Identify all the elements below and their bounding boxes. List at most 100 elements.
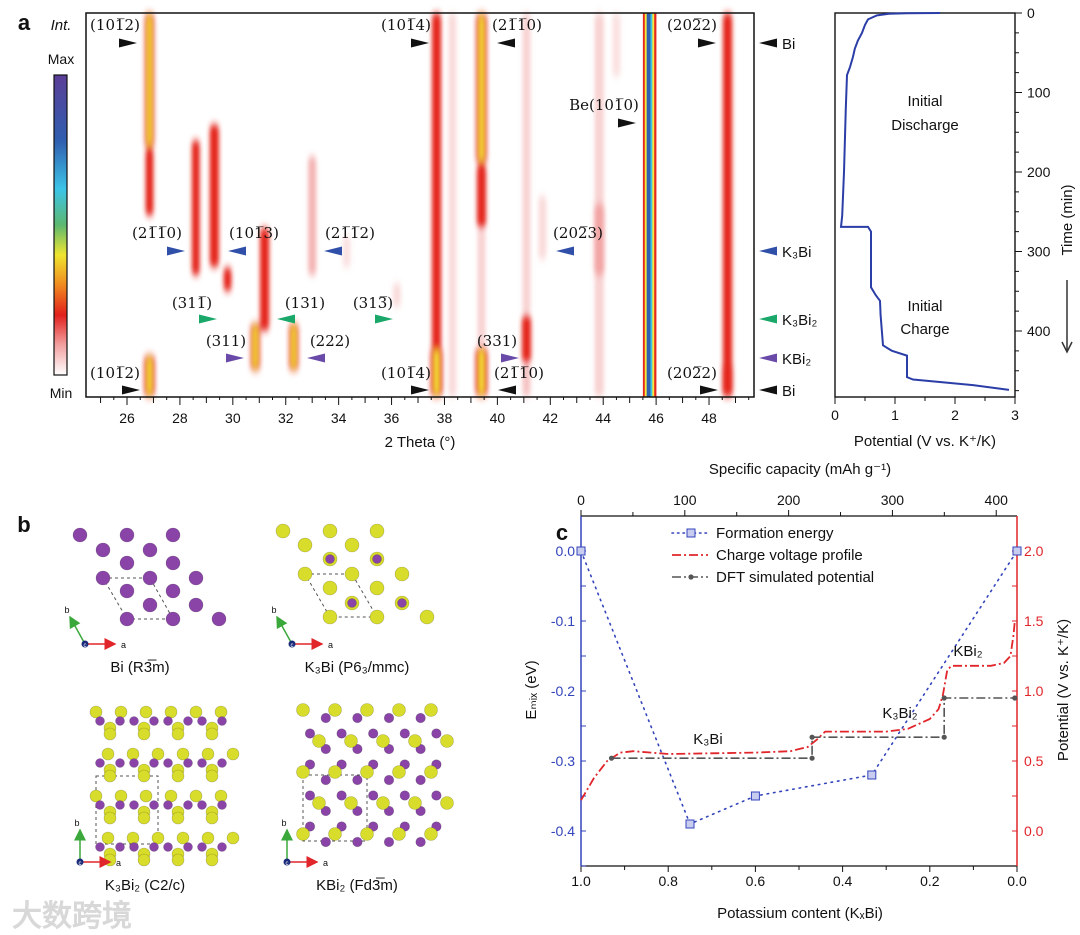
phase-marker-label: K₃Bi₂: [782, 312, 817, 329]
be-reference-label: Be(101̅0): [569, 96, 639, 114]
region-label: Initial: [907, 298, 942, 315]
peak-index-label: (101̅2): [90, 16, 140, 34]
bi-atom: [72, 527, 88, 543]
peak-8: [477, 227, 486, 347]
axis-label-c: c: [84, 643, 87, 649]
peak-11: [521, 315, 532, 363]
k-atom: [201, 831, 215, 845]
bi-atom: [368, 728, 379, 739]
bi-atom: [304, 759, 316, 770]
peak-arrow-icon: [498, 385, 516, 395]
bi-atom: [347, 598, 357, 608]
peak-13: [538, 195, 547, 260]
x-tick-label: 36: [384, 410, 400, 426]
k-atom: [328, 827, 342, 841]
bi-atom: [372, 554, 382, 564]
bi-atom: [211, 611, 227, 627]
bi-atom: [352, 805, 363, 817]
peak-1: [145, 148, 154, 216]
peak-index-label: (311): [206, 332, 246, 350]
b-axis-arrow-icon: [69, 615, 86, 645]
region-label: Charge: [900, 321, 949, 338]
peak-arrow-icon: [228, 246, 246, 256]
peak-index-label: (101̅3): [229, 224, 279, 242]
dft-point: [809, 755, 815, 761]
dft-point: [809, 734, 815, 740]
k-atom: [103, 727, 117, 741]
charge-voltage-line: [580, 620, 1016, 801]
legend-formation-marker: [686, 528, 696, 538]
y-tick-label: 0: [1027, 5, 1035, 21]
structure-label: K₃Bi (P6₃/mmc): [305, 659, 410, 676]
structure-label: KBi₂ (Fd3̅m): [316, 877, 398, 894]
bi-atom: [320, 836, 331, 848]
k-atom: [392, 765, 406, 779]
x-tick-label: 0.6: [746, 873, 766, 889]
peak-core-0: [147, 16, 152, 146]
bi-atom: [383, 774, 395, 786]
y-axis-title: Eₘᵢₓ (eV): [523, 660, 540, 719]
y2-axis-title: Potential (V vs. K⁺/K): [1055, 619, 1072, 761]
be-band-stripe: [642, 13, 646, 397]
bi-atom: [217, 800, 227, 810]
k-atom: [328, 703, 342, 717]
peak-index-label: (202̅2): [667, 364, 717, 382]
bi-atom: [119, 583, 135, 599]
peak-index-label: (131): [285, 294, 325, 312]
y-tick-label: 0.0: [556, 543, 576, 559]
phase-marker-label: K₃Bi: [782, 244, 811, 261]
k-atom: [103, 853, 117, 867]
bi-atom: [165, 527, 181, 543]
bi-atom: [383, 805, 395, 817]
y2-tick-label: 1.5: [1024, 613, 1044, 629]
structure-k3bi: [275, 523, 435, 625]
k-atom: [424, 827, 438, 841]
k-atom: [322, 609, 338, 625]
formation-energy-line: [580, 550, 1018, 826]
phase-marker-icon: [759, 385, 777, 395]
peak-index-label: (101̅4): [381, 364, 431, 382]
peak-arrow-icon: [411, 385, 429, 395]
k-atom: [360, 827, 374, 841]
x-tick-label: 30: [225, 410, 241, 426]
bi-atom: [320, 743, 331, 755]
dft-potential-line: [611, 697, 1015, 760]
lattice-axes: a b c: [74, 818, 121, 868]
k-atom: [126, 747, 140, 761]
be-band-stripe: [646, 13, 649, 397]
x-tick-label: 42: [543, 410, 559, 426]
x-tick-label: 40: [490, 410, 506, 426]
bi-atom: [320, 805, 331, 817]
peak-arrow-icon: [375, 314, 393, 324]
peak-15: [593, 203, 605, 276]
k-atom: [360, 765, 374, 779]
bi-atom: [119, 611, 135, 627]
be-band-stripe: [644, 13, 647, 397]
peak-core-4: [434, 349, 439, 394]
axis-label-b: b: [281, 818, 286, 828]
k-atom: [205, 811, 219, 825]
peak-5: [448, 13, 457, 397]
k-atom: [139, 789, 153, 803]
peak-index-label: (21̅1̅0): [132, 224, 182, 242]
k-atom: [344, 796, 358, 810]
bi-atom: [397, 598, 407, 608]
peak-index-label: (313̅): [353, 294, 393, 312]
formation-energy-point: [1012, 546, 1022, 556]
potential-curve: [839, 12, 1010, 391]
c-axis-icon: [288, 640, 296, 648]
y2-tick-label: 1.0: [1024, 683, 1044, 699]
peak-index-label: (222): [310, 332, 350, 350]
panel-label-b: b: [17, 512, 30, 537]
bi-atom: [336, 790, 347, 801]
peak-16: [612, 13, 621, 77]
bi-atom: [368, 790, 379, 801]
bi-atom: [95, 800, 105, 810]
watermark-logo: 大数跨境: [12, 899, 132, 933]
x2-axis-title: Specific capacity (mAh g⁻¹): [709, 461, 891, 478]
x-tick-label: 26: [119, 410, 135, 426]
bi-atom: [115, 716, 125, 726]
x-tick-label: 44: [595, 410, 611, 426]
colorbar: [53, 74, 68, 376]
y-tick-label: 300: [1027, 244, 1051, 260]
